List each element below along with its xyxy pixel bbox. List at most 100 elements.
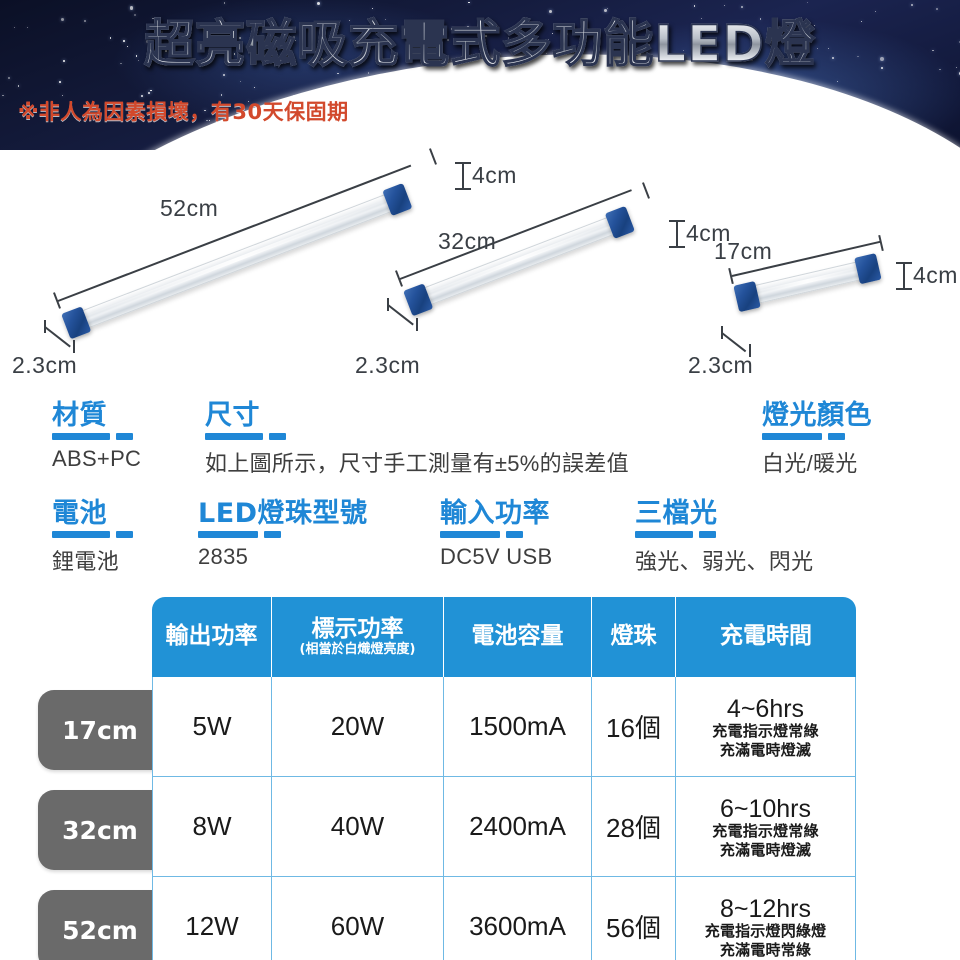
spec-light-color-title: 燈光顏色 xyxy=(762,400,872,431)
spec-material: 材質 ABS+PC xyxy=(52,400,141,472)
charge-note-line-1: 充電指示燈閃綠燈 xyxy=(704,922,827,940)
cell-output-power: 8W xyxy=(152,777,272,877)
spec-three-modes-value: 強光、弱光、閃光 xyxy=(635,549,814,575)
cell-leds: 16個 xyxy=(592,677,676,777)
tube-end-cap-right xyxy=(854,253,882,285)
table-row-size-tabs: 17cm 32cm 52cm xyxy=(38,690,162,960)
height-bracket-17cm-top xyxy=(896,262,912,264)
specification-table: 輸出功率 標示功率 (相當於白熾燈亮度) 電池容量 燈珠 充電時間 xyxy=(152,597,856,960)
spec-input-power: 輸入功率 DC5V USB xyxy=(440,498,552,570)
led-tube-52cm xyxy=(61,182,413,340)
specifications-grid: 材質 ABS+PC 尺寸 如上圖所示，尺寸手工測量有±5%的誤差值 燈光顏色 白… xyxy=(0,398,960,588)
dimension-label-depth-52cm: 2.3cm xyxy=(12,352,78,378)
spec-underline xyxy=(198,531,368,539)
column-header-label: 電池容量 xyxy=(471,623,564,650)
cell-rated-power: 60W xyxy=(272,877,444,960)
dimension-label-height-17cm: 4cm xyxy=(913,262,958,288)
cell-battery-capacity: 3600mA xyxy=(444,877,592,960)
depth-tick-52cm-b xyxy=(73,340,75,353)
tube-body xyxy=(742,258,873,307)
cell-charge-time: 4~6hrs 充電指示燈常綠 充滿電時燈滅 xyxy=(676,677,856,777)
column-header-rated-power: 標示功率 (相當於白熾燈亮度) xyxy=(272,597,444,677)
height-bracket-52cm-top xyxy=(455,162,471,164)
spec-three-modes: 三檔光 強光、弱光、閃光 xyxy=(635,499,814,576)
spec-underline xyxy=(762,433,872,441)
spec-underline xyxy=(52,531,133,539)
column-header-label: 輸出功率 xyxy=(165,623,258,650)
charge-note-line-2: 充滿電時燈滅 xyxy=(719,740,812,759)
spec-size-value: 如上圖所示，尺寸手工測量有±5%的誤差值 xyxy=(205,451,629,477)
spec-underline xyxy=(205,433,629,441)
warranty-note: ※非人為因素損壞，有30天保固期 xyxy=(18,100,349,124)
column-header-output-power: 輸出功率 xyxy=(152,597,272,677)
table-row: 5W 20W 1500mA 16個 4~6hrs 充電指示燈常綠 充滿電時燈滅 xyxy=(152,677,856,777)
charge-time-value: 8~12hrs xyxy=(719,894,812,923)
dimension-label-depth-17cm: 2.3cm xyxy=(688,352,754,378)
cell-output-power: 5W xyxy=(152,677,272,777)
cell-leds: 28個 xyxy=(592,777,676,877)
depth-tick-52cm-a xyxy=(44,320,46,333)
spec-underline xyxy=(52,433,141,441)
dimension-tick-52cm-right xyxy=(429,148,437,165)
cell-charge-time: 6~10hrs 充電指示燈常綠 充滿電時燈滅 xyxy=(676,777,856,877)
dimension-line-52cm xyxy=(57,164,412,302)
column-header-charge-time: 充電時間 xyxy=(676,597,856,677)
height-bracket-17cm xyxy=(903,262,905,290)
spec-battery: 電池 鋰電池 xyxy=(52,498,133,576)
spec-battery-value: 鋰電池 xyxy=(52,549,119,575)
spec-underline xyxy=(635,531,813,539)
cell-rated-power: 20W xyxy=(272,677,444,777)
dimension-tick-32cm-right xyxy=(642,182,650,199)
spec-led-model: LED燈珠型號 2835 xyxy=(198,498,368,570)
charge-note-line-2: 充滿電時常綠 xyxy=(719,940,812,959)
column-header-label: 燈珠 xyxy=(610,623,657,650)
charge-time-value: 6~10hrs xyxy=(719,794,812,823)
cell-charge-time: 8~12hrs 充電指示燈閃綠燈 充滿電時常綠 xyxy=(676,877,856,960)
dimension-label-length-17cm: 17cm xyxy=(714,238,773,264)
spec-light-color-value: 白光/暖光 xyxy=(762,451,858,477)
spec-material-title: 材質 xyxy=(52,400,107,431)
height-bracket-32cm-top xyxy=(669,220,685,222)
spec-led-model-title: LED燈珠型號 xyxy=(198,498,368,529)
spec-size: 尺寸 如上圖所示，尺寸手工測量有±5%的誤差值 xyxy=(205,400,629,478)
column-header-leds: 燈珠 xyxy=(592,597,676,677)
spec-input-power-title: 輸入功率 xyxy=(440,498,550,529)
spec-light-color: 燈光顏色 白光/暖光 xyxy=(762,400,872,478)
depth-line-17cm xyxy=(721,332,747,353)
row-tab-52cm: 52cm xyxy=(38,890,162,960)
table-row: 12W 60W 3600mA 56個 8~12hrs 充電指示燈閃綠燈 充滿電時… xyxy=(152,877,856,960)
column-header-label: 充電時間 xyxy=(720,623,812,650)
page-title: 超亮磁吸充電式多功能LED燈 xyxy=(0,4,960,76)
height-bracket-32cm-bottom xyxy=(669,246,685,248)
height-bracket-17cm-bottom xyxy=(896,288,912,290)
depth-tick-32cm-b xyxy=(416,318,418,331)
tube-body xyxy=(70,189,404,333)
depth-tick-32cm-a xyxy=(387,298,389,311)
cell-output-power: 12W xyxy=(152,877,272,960)
cell-battery-capacity: 1500mA xyxy=(444,677,592,777)
dimension-label-height-32cm: 4cm xyxy=(686,220,731,246)
row-tab-17cm: 17cm xyxy=(38,690,162,770)
height-bracket-32cm xyxy=(676,220,678,248)
dimension-label-length-32cm: 32cm xyxy=(438,228,497,254)
spec-led-model-value: 2835 xyxy=(198,544,249,570)
charge-time-value: 4~6hrs xyxy=(726,694,805,723)
column-header-sublabel: (相當於白熾燈亮度) xyxy=(299,642,416,657)
charge-note-line-2: 充滿電時燈滅 xyxy=(719,840,812,859)
spec-size-title: 尺寸 xyxy=(205,400,260,431)
height-bracket-52cm xyxy=(462,162,464,190)
row-tab-32cm: 32cm xyxy=(38,790,162,870)
dimension-label-length-52cm: 52cm xyxy=(160,195,219,221)
depth-tick-17cm-a xyxy=(721,326,723,339)
table-header-row: 輸出功率 標示功率 (相當於白熾燈亮度) 電池容量 燈珠 充電時間 xyxy=(152,597,856,677)
product-dimension-diagram: 52cm 4cm 2.3cm 32cm 4cm 2.3cm xyxy=(0,140,960,395)
dimension-label-depth-32cm: 2.3cm xyxy=(355,352,421,378)
spec-battery-title: 電池 xyxy=(52,498,107,529)
depth-tick-17cm-b xyxy=(749,344,751,357)
dimension-label-height-52cm: 4cm xyxy=(472,162,517,188)
column-header-label: 標示功率 xyxy=(311,615,404,642)
charge-note-line-1: 充電指示燈常綠 xyxy=(712,822,819,840)
spec-underline xyxy=(440,531,552,539)
cell-battery-capacity: 2400mA xyxy=(444,777,592,877)
dimension-tick-17cm-right xyxy=(878,234,884,252)
